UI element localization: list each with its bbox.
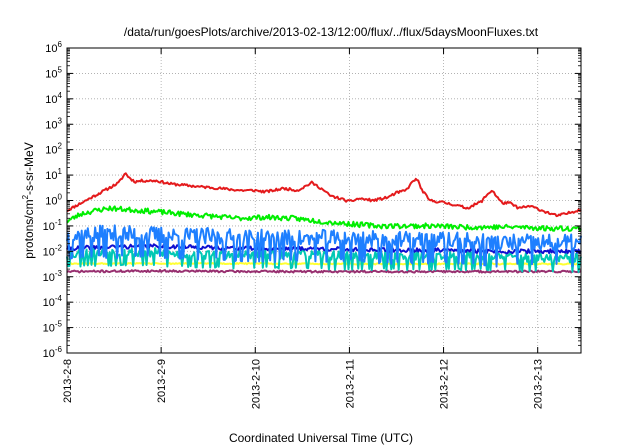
- y-tick-label: 100: [45, 193, 62, 208]
- y-tick-label: 10-3: [43, 269, 63, 284]
- x-axis-label: Coordinated Universal Time (UTC): [229, 431, 413, 445]
- series-line-2: [66, 205, 582, 232]
- y-tick-label: 101: [45, 167, 62, 182]
- y-tick-label: 10-4: [43, 294, 63, 309]
- x-tick-label: 2013-2-13: [533, 359, 545, 409]
- x-tick-label: 2013-2-9: [156, 359, 168, 403]
- y-tick-label: 10-5: [43, 320, 63, 335]
- y-tick-label: 104: [45, 91, 62, 106]
- y-axis-label: protons/cm2-s-sr-MeV: [21, 142, 36, 258]
- x-tick-label: 2013-2-11: [344, 359, 356, 408]
- chart-title: /data/run/goesPlots/archive/2013-02-13/1…: [124, 25, 539, 39]
- y-tick-label: 105: [45, 65, 62, 80]
- x-tick-label: 2013-2-12: [439, 359, 451, 409]
- series-line-1: [66, 172, 582, 218]
- series-line-7: [66, 268, 582, 274]
- y-tick-label: 10-6: [43, 345, 63, 360]
- y-tick-label: 106: [45, 40, 62, 55]
- ticks: 10-6 10-5 10-4 10-3 10-2 10-1 100 101 102 103 104 1…: [43, 40, 581, 409]
- x-tick-label: 2013-2-10: [250, 359, 262, 409]
- grid: [67, 48, 581, 353]
- series-line-3: [66, 224, 582, 268]
- y-tick-label: 103: [45, 116, 62, 131]
- x-tick-label: 2013-2-8: [62, 359, 74, 403]
- y-axis-label-text: protons/cm2-s-sr-MeV: [21, 142, 36, 258]
- y-tick-label: 102: [45, 142, 62, 157]
- plot-frame: [66, 47, 582, 354]
- series-group: [66, 172, 582, 274]
- y-tick-label: 10-2: [43, 243, 63, 258]
- series-line-6: [66, 261, 582, 266]
- y-tick-label: 10-1: [43, 218, 63, 233]
